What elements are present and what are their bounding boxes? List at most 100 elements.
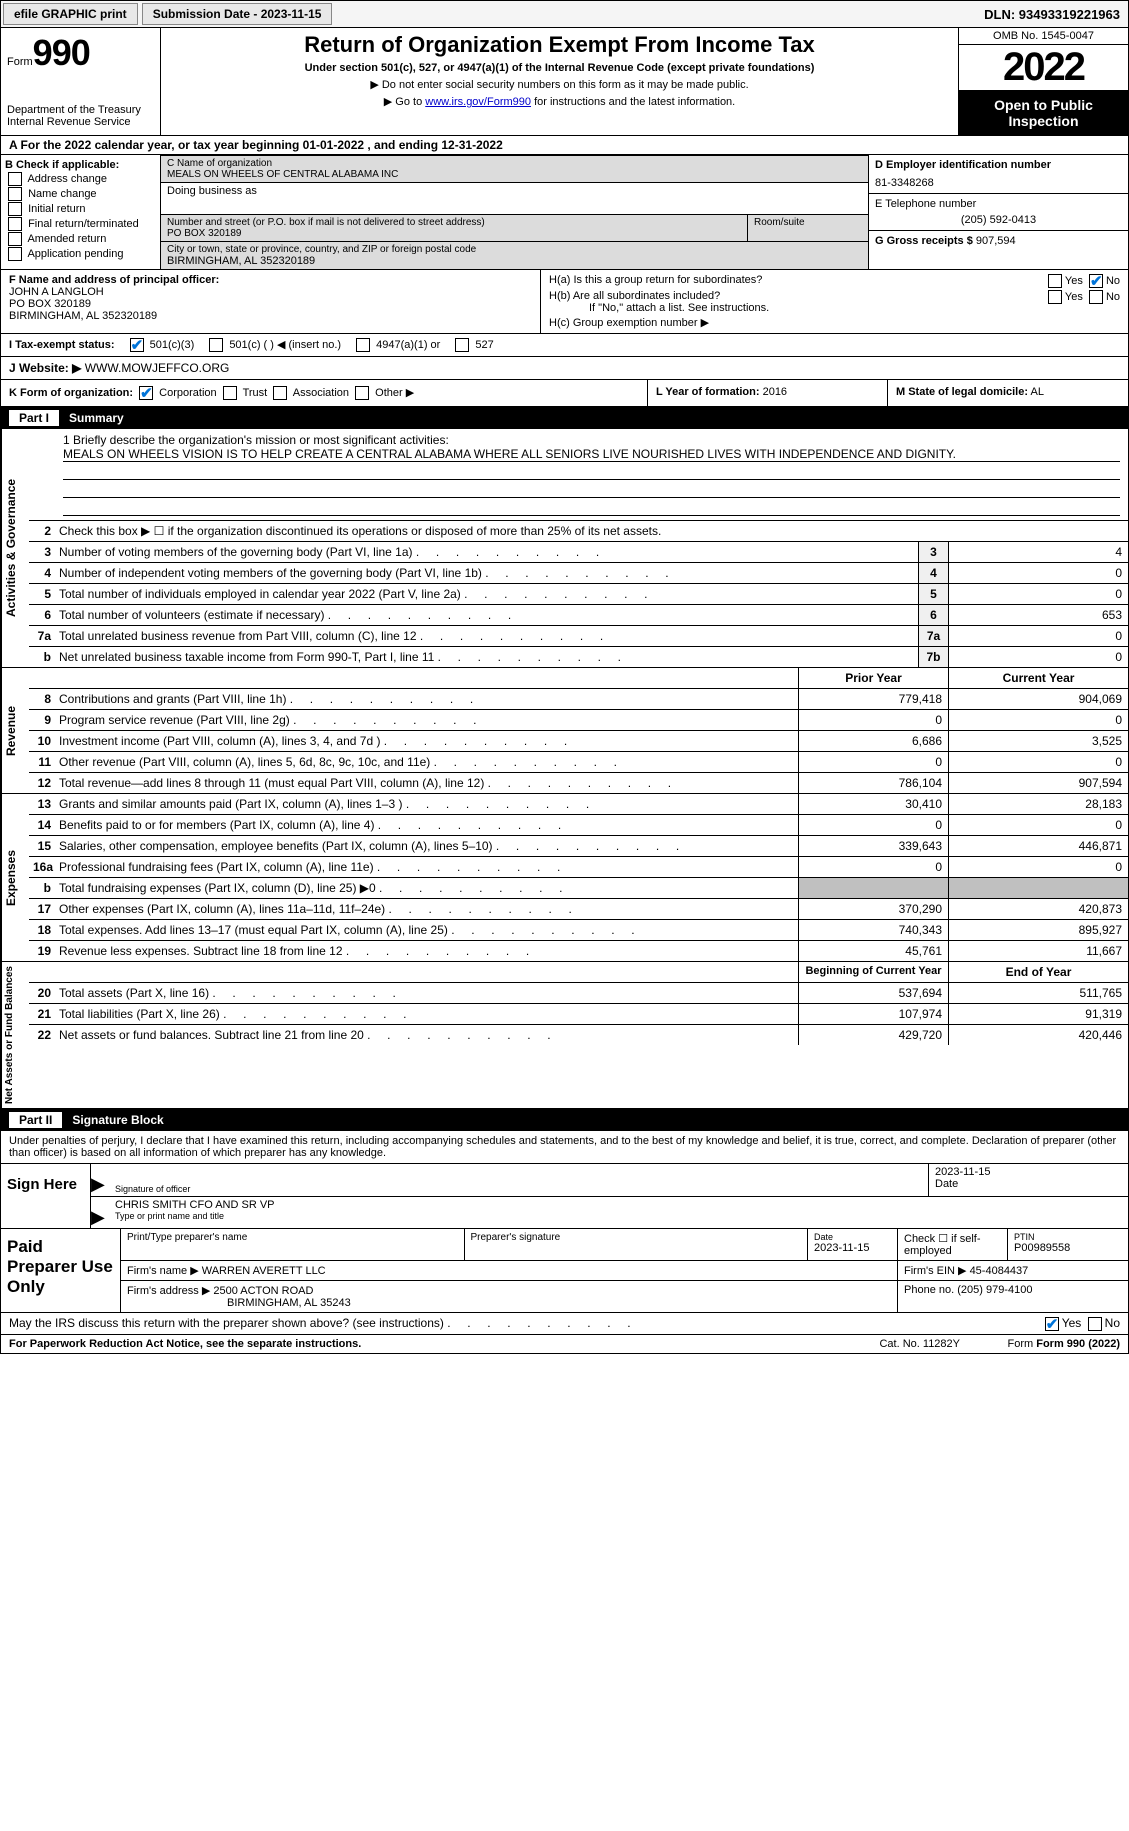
cb-assoc[interactable] xyxy=(273,386,287,400)
line-num: 13 xyxy=(29,794,55,814)
line-box: 5 xyxy=(918,584,948,604)
yes-label: Yes xyxy=(1065,275,1083,287)
discuss-no: No xyxy=(1105,1316,1120,1330)
cb-other[interactable] xyxy=(355,386,369,400)
table-row: 11Other revenue (Part VIII, column (A), … xyxy=(29,752,1128,773)
line-desc: Total number of volunteers (estimate if … xyxy=(55,605,918,625)
dln-label: DLN: 93493319221963 xyxy=(984,7,1128,22)
no-label-2: No xyxy=(1106,291,1120,303)
ha-yes-cb[interactable] xyxy=(1048,274,1062,288)
vlabel-governance: Activities & Governance xyxy=(1,429,29,667)
current-year-val: 11,667 xyxy=(948,941,1128,961)
city-field: City or town, state or province, country… xyxy=(161,242,868,269)
cb-501c[interactable] xyxy=(209,338,223,352)
cb-527[interactable] xyxy=(455,338,469,352)
discuss-yes-cb[interactable] xyxy=(1045,1317,1059,1331)
k-assoc: Association xyxy=(293,387,349,399)
group-return: H(a) Is this a group return for subordin… xyxy=(541,270,1128,333)
hb-yes-cb[interactable] xyxy=(1048,290,1062,304)
line-val: 653 xyxy=(948,605,1128,625)
prior-year-val: 370,290 xyxy=(798,899,948,919)
line-num: b xyxy=(29,647,55,667)
firm-addr2-value: BIRMINGHAM, AL 35243 xyxy=(127,1297,891,1309)
table-row: 14Benefits paid to or for members (Part … xyxy=(29,815,1128,836)
blank-line-1 xyxy=(63,464,1120,480)
cb-corp[interactable] xyxy=(139,386,153,400)
signature-block: Under penalties of perjury, I declare th… xyxy=(0,1131,1129,1229)
cb-amended-return[interactable]: Amended return xyxy=(5,232,156,246)
ha-no-cb[interactable] xyxy=(1089,274,1103,288)
blank-line-3 xyxy=(63,500,1120,516)
current-year-val: 904,069 xyxy=(948,689,1128,709)
irs-link[interactable]: www.irs.gov/Form990 xyxy=(425,96,531,108)
table-row: bNet unrelated business taxable income f… xyxy=(29,647,1128,667)
officer-label: F Name and address of principal officer: xyxy=(9,274,532,286)
cb-name-change[interactable]: Name change xyxy=(5,187,156,201)
current-year-val: 895,927 xyxy=(948,920,1128,940)
cb-address-change[interactable]: Address change xyxy=(5,172,156,186)
line-num: 6 xyxy=(29,605,55,625)
table-row: 12Total revenue—add lines 8 through 11 (… xyxy=(29,773,1128,793)
table-row: 13Grants and similar amounts paid (Part … xyxy=(29,794,1128,815)
officer-name: JOHN A LANGLOH xyxy=(9,286,532,298)
line-desc: Number of voting members of the governin… xyxy=(55,542,918,562)
klm-row: K Form of organization: Corporation Trus… xyxy=(0,380,1129,407)
line-val: 0 xyxy=(948,563,1128,583)
prior-year-val xyxy=(798,878,948,898)
table-row: 20Total assets (Part X, line 16)537,6945… xyxy=(29,983,1128,1004)
hb-label: H(b) Are all subordinates included? xyxy=(549,290,720,302)
prep-date-value: 2023-11-15 xyxy=(814,1242,891,1254)
ptin-field: PTINP00989558 xyxy=(1008,1229,1128,1260)
cb-final-return[interactable]: Final return/terminated xyxy=(5,217,156,231)
line-desc: Net unrelated business taxable income fr… xyxy=(55,647,918,667)
officer-signature-field[interactable]: Signature of officer xyxy=(109,1164,928,1196)
discuss-no-cb[interactable] xyxy=(1088,1317,1102,1331)
vlabel-expenses: Expenses xyxy=(1,794,29,961)
line-desc: Program service revenue (Part VIII, line… xyxy=(55,710,798,730)
firm-ein-label: Firm's EIN ▶ xyxy=(904,1265,967,1277)
check-applicable: B Check if applicable: Address change Na… xyxy=(1,155,161,269)
line-desc: Other revenue (Part VIII, column (A), li… xyxy=(55,752,798,772)
current-year-val: 0 xyxy=(948,710,1128,730)
room-label: Room/suite xyxy=(754,217,862,228)
prior-year-val: 779,418 xyxy=(798,689,948,709)
line-desc: Other expenses (Part IX, column (A), lin… xyxy=(55,899,798,919)
line-desc: Total number of individuals employed in … xyxy=(55,584,918,604)
hb-no-cb[interactable] xyxy=(1089,290,1103,304)
firm-addr-label: Firm's address ▶ xyxy=(127,1285,210,1297)
prep-date-field: Date2023-11-15 xyxy=(808,1229,898,1260)
website-url: WWW.MOWJEFFCO.ORG xyxy=(85,361,230,375)
gross-receipts-field: G Gross receipts $ 907,594 xyxy=(869,231,1128,251)
line-box: 3 xyxy=(918,542,948,562)
part2-header: Part II Signature Block xyxy=(0,1109,1129,1131)
firm-phone-label: Phone no. xyxy=(904,1284,954,1296)
firm-ein-value: 45-4084437 xyxy=(970,1265,1029,1277)
sig-officer-label: Signature of officer xyxy=(115,1184,922,1194)
part2-tab: Part II xyxy=(9,1112,62,1128)
line-num: 3 xyxy=(29,542,55,562)
cb-4947[interactable] xyxy=(356,338,370,352)
officer-addr2: BIRMINGHAM, AL 352320189 xyxy=(9,310,532,322)
entity-name-addr: C Name of organization MEALS ON WHEELS O… xyxy=(161,155,868,269)
cb-trust[interactable] xyxy=(223,386,237,400)
org-name-value: MEALS ON WHEELS OF CENTRAL ALABAMA INC xyxy=(167,169,862,180)
table-row: 18Total expenses. Add lines 13–17 (must … xyxy=(29,920,1128,941)
firm-name-value: WARREN AVERETT LLC xyxy=(202,1265,326,1277)
cb-application-pending[interactable]: Application pending xyxy=(5,247,156,261)
table-row: 21Total liabilities (Part X, line 26)107… xyxy=(29,1004,1128,1025)
yes-label-2: Yes xyxy=(1065,291,1083,303)
officer-group-block: F Name and address of principal officer:… xyxy=(0,270,1129,334)
line-num: 11 xyxy=(29,752,55,772)
submission-date-button[interactable]: Submission Date - 2023-11-15 xyxy=(142,3,333,25)
cb-initial-return[interactable]: Initial return xyxy=(5,202,156,216)
street-label: Number and street (or P.O. box if mail i… xyxy=(167,217,741,228)
line-num: 7a xyxy=(29,626,55,646)
phone-label: E Telephone number xyxy=(875,198,1122,210)
print-button[interactable]: efile GRAPHIC print xyxy=(3,3,138,25)
table-row: 19Revenue less expenses. Subtract line 1… xyxy=(29,941,1128,961)
gross-label: G Gross receipts $ xyxy=(875,235,973,247)
self-employed-cb[interactable]: Check ☐ if self-employed xyxy=(898,1229,1008,1260)
preparer-name-field: Print/Type preparer's name xyxy=(121,1229,465,1260)
line-num: 10 xyxy=(29,731,55,751)
cb-501c3[interactable] xyxy=(130,338,144,352)
